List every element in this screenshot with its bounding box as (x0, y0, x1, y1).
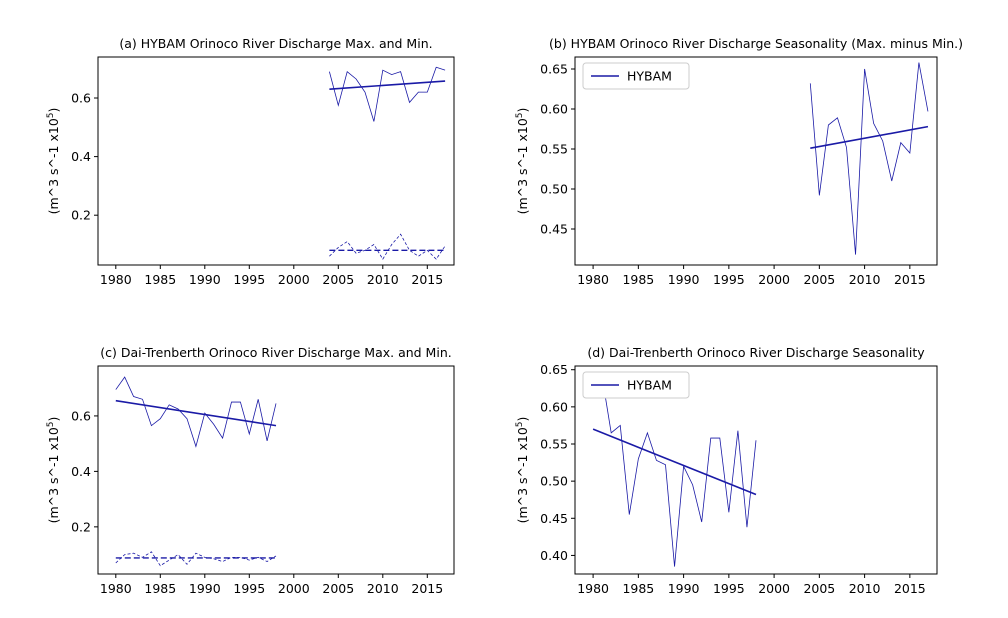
x-tick-label: 2010 (367, 581, 399, 596)
y-axis-label: (m^3 s^-1 x105) (46, 417, 61, 524)
y-axis-label: (m^3 s^-1 x105) (515, 417, 530, 524)
y-tick-label: 0.65 (540, 362, 568, 377)
y-tick-label: 0.2 (71, 519, 91, 534)
x-tick-label: 2010 (367, 272, 399, 287)
y-axis-label-main: (m^3 s^-1 x10 (515, 118, 530, 214)
plot-frame (97, 56, 455, 266)
y-axis-label-main: (m^3 s^-1 x10 (46, 427, 61, 523)
series-line (115, 376, 277, 448)
x-tick-label: 1995 (713, 581, 745, 596)
x-tick-label: 2000 (278, 272, 310, 287)
x-tick-label: 2015 (894, 272, 926, 287)
y-axis-label-close: ) (515, 108, 530, 113)
panel-title: (a) HYBAM Orinoco River Discharge Max. a… (119, 36, 432, 51)
x-tick-label: 1980 (577, 272, 609, 287)
legend-label: HYBAM (627, 378, 672, 393)
y-axis-label: (m^3 s^-1 x105) (46, 108, 61, 215)
legend: HYBAM (582, 371, 690, 399)
legend-box (582, 371, 690, 399)
y-tick-label: 0.45 (540, 511, 568, 526)
legend-box (582, 62, 690, 90)
x-tick-label: 1990 (189, 581, 221, 596)
x-tick-label: 1990 (668, 272, 700, 287)
y-axis-label: (m^3 s^-1 x105) (515, 108, 530, 215)
y-axis-label-exponent: 5 (46, 421, 56, 427)
x-tick-label: 1985 (622, 581, 654, 596)
x-tick-label: 2000 (278, 581, 310, 596)
y-tick-label: 0.2 (71, 208, 91, 223)
x-tick-label: 2000 (758, 581, 790, 596)
trend-line (592, 428, 757, 496)
x-tick-label: 2005 (322, 272, 354, 287)
x-tick-label: 1995 (233, 272, 265, 287)
plot-frame (574, 365, 938, 575)
y-tick-label: 0.55 (540, 142, 568, 157)
x-tick-label: 1990 (668, 581, 700, 596)
x-tick-label: 2005 (322, 581, 354, 596)
x-tick-label: 1995 (233, 581, 265, 596)
y-axis-label-exponent: 5 (515, 421, 525, 427)
y-tick-label: 0.60 (540, 399, 568, 414)
y-axis-label-main: (m^3 s^-1 x10 (515, 427, 530, 523)
x-tick-label: 2015 (411, 272, 443, 287)
series-line-dashed (115, 551, 277, 567)
x-tick-label: 2015 (411, 581, 443, 596)
x-tick-label: 2005 (803, 272, 835, 287)
panel-title: (d) Dai-Trenberth Orinoco River Discharg… (587, 345, 925, 360)
trend-line (329, 80, 446, 91)
panel-title: (b) HYBAM Orinoco River Discharge Season… (549, 36, 963, 51)
y-axis-label-close: ) (46, 108, 61, 113)
x-tick-label: 2005 (803, 581, 835, 596)
series-line (809, 62, 929, 255)
y-axis-label-exponent: 5 (46, 112, 56, 118)
x-tick-label: 1980 (100, 272, 132, 287)
panel-1: (b) HYBAM Orinoco River Discharge Season… (515, 36, 963, 287)
y-tick-label: 0.6 (71, 408, 91, 423)
x-tick-label: 2010 (849, 272, 881, 287)
y-tick-label: 0.65 (540, 62, 568, 77)
x-tick-label: 1980 (577, 581, 609, 596)
y-tick-label: 0.55 (540, 437, 568, 452)
panel-title: (c) Dai-Trenberth Orinoco River Discharg… (100, 345, 451, 360)
panel-2: (c) Dai-Trenberth Orinoco River Discharg… (46, 345, 455, 596)
x-tick-label: 1990 (189, 272, 221, 287)
trend-line (810, 125, 929, 149)
y-axis-label-exponent: 5 (515, 112, 525, 118)
legend: HYBAM (582, 62, 690, 90)
series-line (592, 376, 757, 567)
x-tick-label: 2000 (758, 272, 790, 287)
y-axis-label-main: (m^3 s^-1 x10 (46, 118, 61, 214)
x-tick-label: 1985 (144, 272, 176, 287)
y-axis-label-close: ) (46, 417, 61, 422)
plot-frame (574, 56, 938, 266)
y-tick-label: 0.50 (540, 182, 568, 197)
x-tick-label: 1985 (144, 581, 176, 596)
legend-label: HYBAM (627, 69, 672, 84)
panel-0: (a) HYBAM Orinoco River Discharge Max. a… (46, 36, 455, 287)
y-tick-label: 0.4 (71, 464, 91, 479)
y-tick-label: 0.50 (540, 474, 568, 489)
x-tick-label: 1995 (713, 272, 745, 287)
panel-3: (d) Dai-Trenberth Orinoco River Discharg… (515, 345, 938, 596)
y-tick-label: 0.6 (71, 91, 91, 106)
series-line-dashed (329, 233, 446, 260)
series-line (329, 66, 446, 122)
x-tick-label: 1985 (622, 272, 654, 287)
plot-frame (97, 365, 455, 575)
trend-line (115, 399, 277, 427)
y-axis-label-close: ) (515, 417, 530, 422)
x-tick-label: 2010 (849, 581, 881, 596)
y-tick-label: 0.45 (540, 222, 568, 237)
y-tick-label: 0.4 (71, 149, 91, 164)
y-tick-label: 0.40 (540, 548, 568, 563)
x-tick-label: 1980 (100, 581, 132, 596)
y-tick-label: 0.60 (540, 102, 568, 117)
x-tick-label: 2015 (894, 581, 926, 596)
